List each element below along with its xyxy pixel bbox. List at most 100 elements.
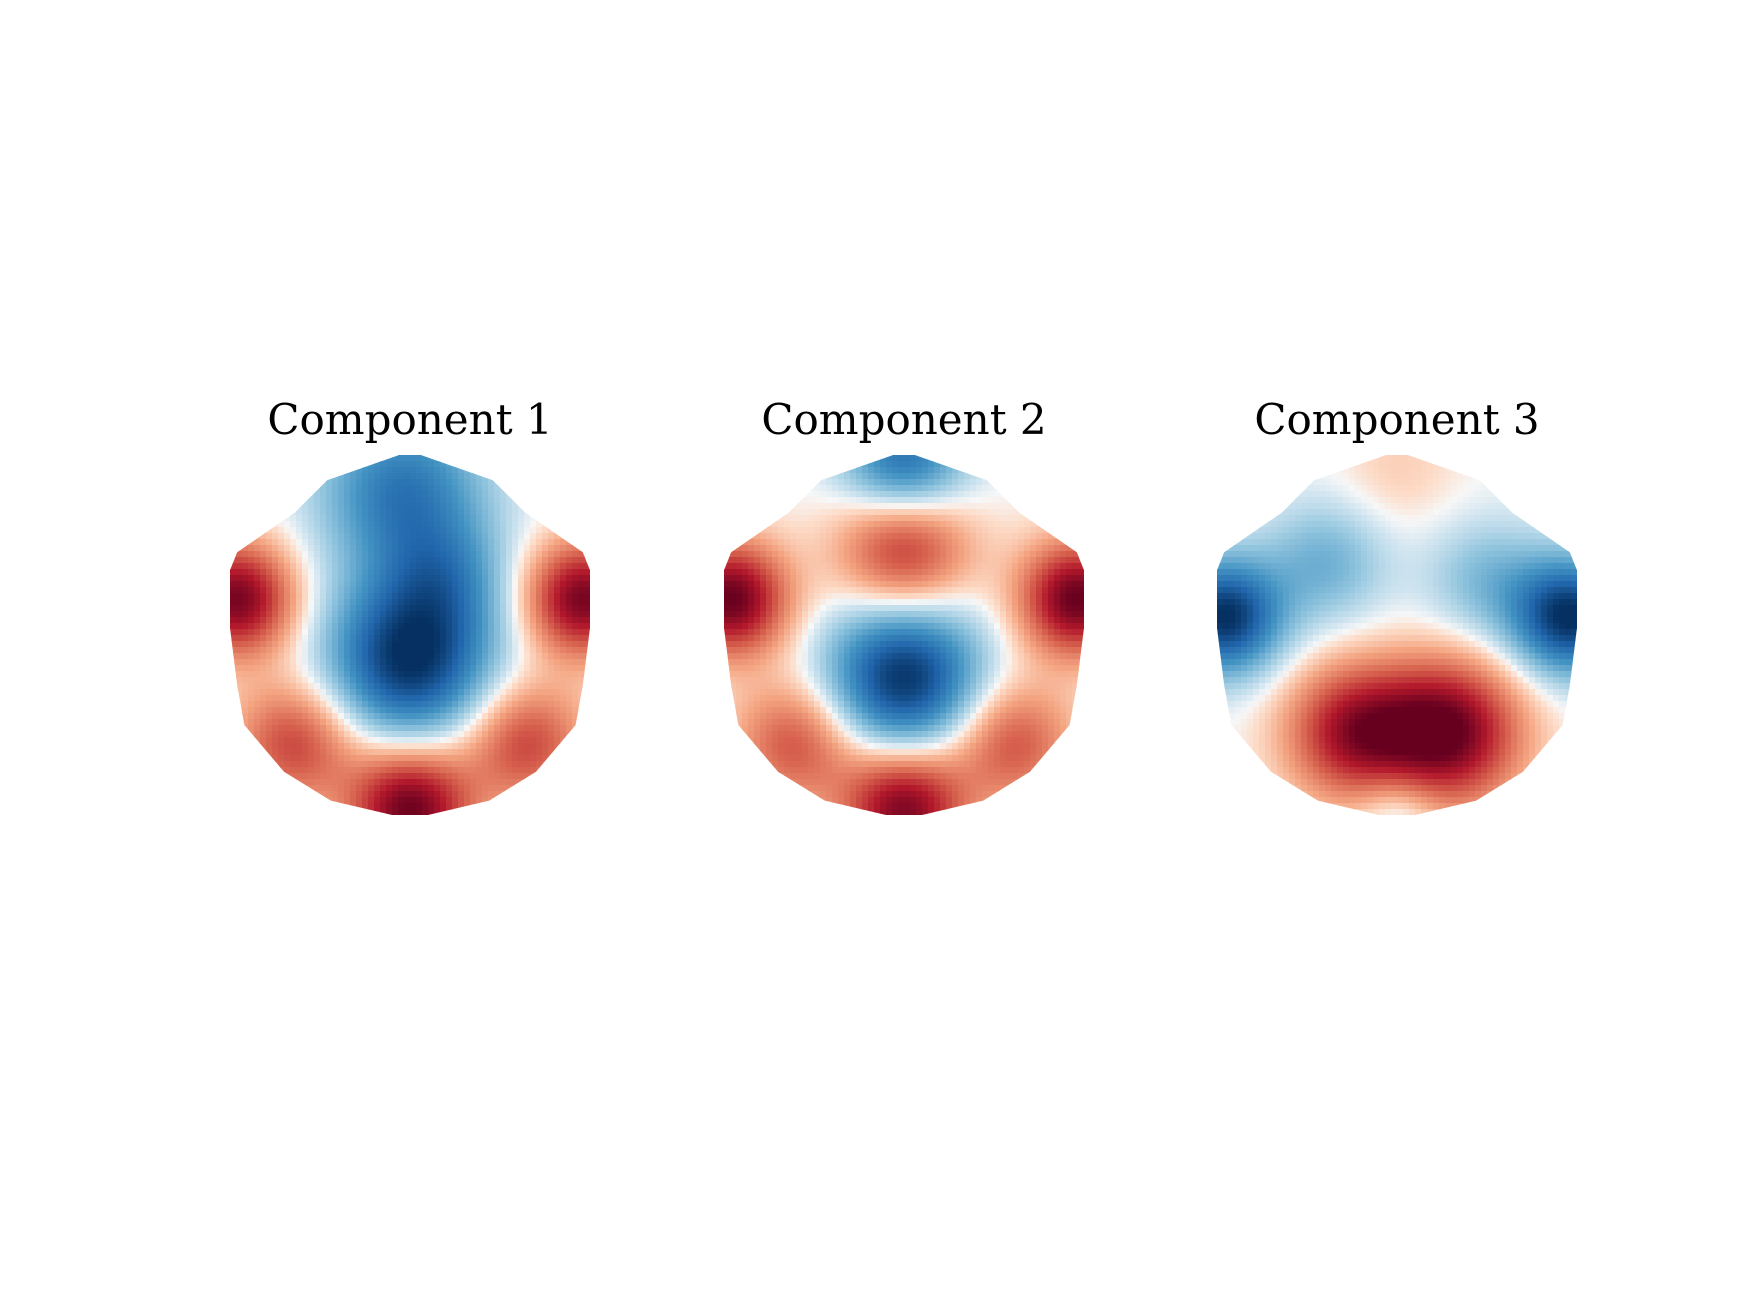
heatmap-cell — [536, 683, 543, 690]
heatmap-cell — [1000, 551, 1007, 558]
heatmap-cell — [530, 773, 537, 780]
heatmap-cell — [916, 473, 923, 480]
heatmap-cell — [338, 509, 345, 516]
heatmap-cell — [970, 461, 977, 468]
heatmap-cell — [482, 461, 489, 468]
heatmap-cell — [350, 539, 357, 546]
heatmap-cell — [742, 491, 749, 498]
heatmap-cell — [560, 683, 567, 690]
heatmap-cell — [566, 707, 573, 714]
heatmap-cell — [844, 509, 851, 516]
heatmap-cell — [910, 545, 917, 552]
heatmap-cell — [302, 491, 309, 498]
heatmap-cell — [362, 647, 369, 654]
heatmap-cell — [832, 455, 839, 462]
heatmap-cell — [458, 479, 465, 486]
heatmap-cell — [916, 533, 923, 540]
heatmap-cell — [760, 539, 767, 546]
heatmap-cell — [808, 563, 815, 570]
heatmap-cell — [368, 629, 375, 636]
heatmap-cell — [422, 569, 429, 576]
heatmap-cell — [344, 515, 351, 522]
heatmap-cell — [476, 593, 483, 600]
heatmap-cell — [320, 659, 327, 666]
heatmap-cell — [844, 491, 851, 498]
heatmap-cell — [482, 545, 489, 552]
heatmap-cell — [548, 551, 555, 558]
heatmap-cell — [320, 719, 327, 726]
heatmap-cell — [548, 713, 555, 720]
heatmap-cell — [928, 479, 935, 486]
heatmap-cell — [506, 629, 513, 636]
heatmap-cell — [736, 497, 743, 504]
heatmap-cell — [290, 551, 297, 558]
heatmap-cell — [922, 581, 929, 588]
heatmap-cell — [500, 707, 507, 714]
heatmap-cell — [940, 581, 947, 588]
heatmap-cell — [820, 491, 827, 498]
heatmap-cell — [820, 575, 827, 582]
heatmap-cell — [278, 611, 285, 618]
heatmap-cell — [260, 539, 267, 546]
heatmap-cell — [422, 461, 429, 468]
heatmap-cell — [1024, 521, 1031, 528]
heatmap-cell — [326, 665, 333, 672]
heatmap-cell — [278, 497, 285, 504]
heatmap-cell — [560, 623, 567, 630]
heatmap-cell — [302, 605, 309, 612]
heatmap-cell — [368, 689, 375, 696]
heatmap-cell — [826, 467, 833, 474]
heatmap-cell — [362, 617, 369, 624]
heatmap-cell — [344, 743, 351, 750]
heatmap-cell — [518, 515, 525, 522]
heatmap-cell — [934, 587, 941, 594]
heatmap-cell — [476, 743, 483, 750]
heatmap-cell — [506, 473, 513, 480]
heatmap-cell — [308, 581, 315, 588]
heatmap-cell — [500, 491, 507, 498]
heatmap-cell — [326, 617, 333, 624]
heatmap-cell — [398, 623, 405, 630]
heatmap-cell — [482, 515, 489, 522]
heatmap-cell — [278, 767, 285, 774]
heatmap-cell — [548, 779, 555, 786]
heatmap-cell — [410, 761, 417, 768]
heatmap-cell — [374, 587, 381, 594]
heatmap-cell — [314, 695, 321, 702]
heatmap-cell — [410, 803, 417, 810]
heatmap-cell — [802, 557, 809, 564]
heatmap-cell — [446, 671, 453, 678]
heatmap-cell — [808, 491, 815, 498]
heatmap-cell — [542, 593, 549, 600]
panel-title: Component 2 — [761, 395, 1046, 444]
heatmap-cell — [326, 611, 333, 618]
heatmap-cell — [344, 683, 351, 690]
heatmap-cell — [410, 617, 417, 624]
heatmap-cell — [772, 491, 779, 498]
heatmap-cell — [790, 485, 797, 492]
heatmap-cell — [344, 665, 351, 672]
heatmap-cell — [356, 575, 363, 582]
heatmap-cell — [572, 659, 579, 666]
heatmap-cell — [398, 569, 405, 576]
heatmap-cell — [988, 587, 995, 594]
heatmap-cell — [428, 707, 435, 714]
heatmap-cell — [790, 521, 797, 528]
heatmap-cell — [434, 695, 441, 702]
heatmap-cell — [242, 485, 249, 492]
heatmap-cell — [566, 647, 573, 654]
heatmap-cell — [1072, 551, 1079, 558]
heatmap-cell — [524, 629, 531, 636]
heatmap-cell — [850, 479, 857, 486]
heatmap-cell — [578, 653, 585, 660]
heatmap-cell — [362, 479, 369, 486]
heatmap-cell — [416, 509, 423, 516]
heatmap-cell — [572, 605, 579, 612]
heatmap-cell — [1018, 551, 1025, 558]
heatmap-cell — [254, 797, 261, 804]
heatmap-cell — [856, 545, 863, 552]
heatmap-cell — [958, 587, 965, 594]
heatmap-cell — [272, 593, 279, 600]
heatmap-cell — [482, 803, 489, 810]
heatmap-cell — [338, 473, 345, 480]
